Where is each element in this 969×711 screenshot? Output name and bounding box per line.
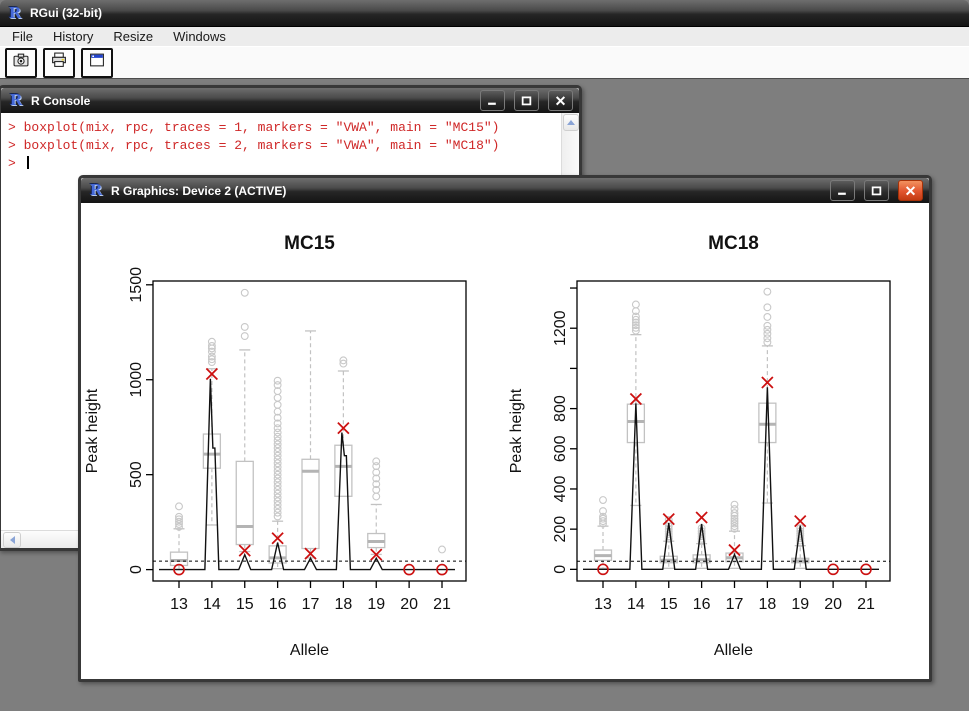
chart-mc18: MC18 Allele Peak height 0 200 400 600 800 1200 13… [508, 233, 891, 659]
graphics-titlebar[interactable]: R R Graphics: Device 2 (ACTIVE) [81, 178, 929, 203]
menu-item-windows[interactable]: Windows [173, 29, 226, 44]
console-line: > boxplot(mix, rpc, traces = 1, markers … [8, 120, 500, 135]
svg-text:Peak height: Peak height [508, 388, 525, 473]
svg-text:17: 17 [302, 596, 320, 613]
svg-text:0: 0 [128, 565, 145, 574]
camera-button[interactable] [5, 47, 37, 78]
minimize-icon [488, 102, 496, 105]
svg-text:15: 15 [660, 596, 678, 613]
camera-icon [12, 52, 30, 73]
chevron-up-icon [567, 120, 575, 125]
maximize-button[interactable] [864, 180, 889, 201]
svg-text:19: 19 [367, 596, 385, 613]
console-titlebar[interactable]: R R Console [1, 88, 579, 113]
close-icon [555, 95, 566, 105]
scroll-up-button[interactable] [563, 114, 579, 131]
menu-item-history[interactable]: History [52, 29, 94, 44]
menu-item-resize[interactable]: Resize [113, 29, 154, 44]
svg-text:800: 800 [552, 395, 569, 422]
svg-text:600: 600 [552, 435, 569, 462]
minimize-icon [838, 192, 846, 195]
svg-text:20: 20 [400, 596, 418, 613]
svg-text:1500: 1500 [128, 267, 145, 303]
svg-text:Allele: Allele [714, 642, 753, 659]
svg-text:Allele: Allele [290, 642, 329, 659]
svg-text:Peak height: Peak height [84, 388, 101, 473]
graphics-canvas: MC15 Allele Peak height 0 500 1000 1500 13 14 15 1… [81, 203, 929, 679]
svg-text:16: 16 [269, 596, 287, 613]
toolbar [0, 47, 969, 80]
chart-mc15: MC15 Allele Peak height 0 500 1000 1500 13 14 15 1… [84, 233, 467, 659]
svg-text:MC18: MC18 [708, 233, 759, 254]
svg-text:1000: 1000 [128, 362, 145, 398]
console-line: > [8, 155, 562, 173]
svg-text:200: 200 [552, 516, 569, 543]
maximize-icon [521, 95, 532, 105]
svg-text:MC15: MC15 [284, 233, 335, 254]
main-titlebar[interactable]: R RGui (32-bit) [0, 0, 969, 27]
scroll-left-button[interactable] [3, 532, 21, 548]
close-icon [905, 185, 916, 195]
graphics-title: R Graphics: Device 2 (ACTIVE) [111, 183, 287, 198]
r-logo-icon: R [89, 181, 103, 199]
close-button[interactable] [548, 90, 573, 111]
window-icon [88, 52, 106, 73]
svg-text:18: 18 [758, 596, 776, 613]
minimize-button[interactable] [480, 90, 505, 111]
svg-text:16: 16 [693, 596, 711, 613]
app-title: RGui (32-bit) [30, 6, 102, 20]
windows-button[interactable] [81, 47, 113, 78]
svg-text:18: 18 [334, 596, 352, 613]
svg-text:15: 15 [236, 596, 254, 613]
svg-text:14: 14 [203, 596, 221, 613]
svg-text:14: 14 [627, 596, 645, 613]
maximize-icon [871, 185, 882, 195]
svg-text:400: 400 [552, 476, 569, 503]
mdi-area: R R Console > boxplot(mix, rpc, traces =… [0, 79, 969, 711]
svg-text:17: 17 [726, 596, 744, 613]
svg-text:21: 21 [433, 596, 451, 613]
menu-item-file[interactable]: File [12, 29, 33, 44]
graphics-window: R R Graphics: Device 2 (ACTIVE) MC15 Alle… [78, 175, 932, 682]
svg-text:1200: 1200 [552, 310, 569, 346]
svg-text:13: 13 [170, 596, 188, 613]
console-line: > boxplot(mix, rpc, traces = 2, markers … [8, 138, 500, 153]
print-button[interactable] [43, 47, 75, 78]
svg-text:19: 19 [791, 596, 809, 613]
menubar: File History Resize Windows [0, 27, 969, 47]
r-logo-icon: R [9, 91, 23, 109]
svg-text:13: 13 [594, 596, 612, 613]
printer-icon [50, 52, 68, 73]
console-title: R Console [31, 93, 91, 108]
chevron-left-icon [9, 536, 15, 544]
minimize-button[interactable] [830, 180, 855, 201]
close-button[interactable] [898, 180, 923, 201]
svg-text:21: 21 [857, 596, 875, 613]
text-cursor [26, 156, 29, 169]
r-logo-icon: R [8, 3, 22, 22]
svg-text:500: 500 [128, 461, 145, 488]
maximize-button[interactable] [514, 90, 539, 111]
svg-text:0: 0 [552, 565, 569, 574]
svg-text:20: 20 [824, 596, 842, 613]
